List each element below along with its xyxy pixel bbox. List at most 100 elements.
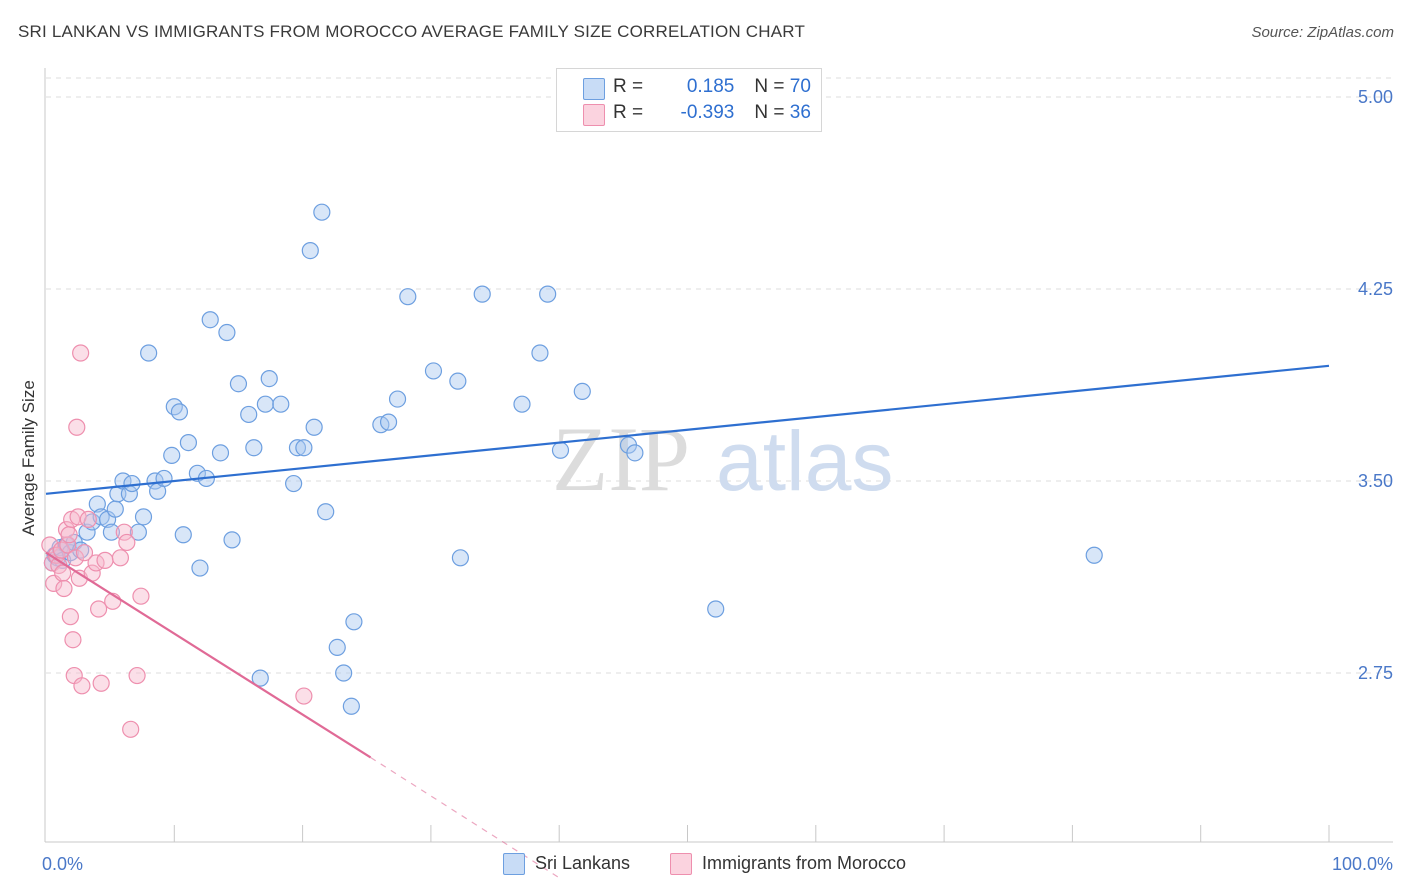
x-tick-label-max: 100.0% [1332,854,1393,874]
watermark: ZIP atlas [552,408,893,510]
data-point [313,203,331,221]
data-point [531,344,549,362]
data-point [102,523,121,541]
data-point [132,587,150,605]
data-point [64,631,82,649]
data-point [201,311,219,329]
data-point [551,441,570,459]
data-point [75,544,94,562]
data-point [707,600,725,618]
data-point [342,697,360,715]
watermark-zip: ZIP [552,408,690,510]
data-point [165,398,183,416]
data-point [379,413,398,431]
data-point [122,720,140,738]
data-point [61,608,79,626]
data-point [78,523,96,541]
data-point [88,495,106,513]
swatch-sri-lankans [583,78,605,100]
data-point [424,362,443,380]
chart-title: SRI LANKAN VS IMMIGRANTS FROM MOROCCO AV… [18,22,806,41]
swatch-morocco [583,104,605,126]
data-point [170,403,189,421]
data-point [305,418,323,436]
data-point [115,523,133,541]
n-value: 70 [789,76,811,97]
data-point [118,533,136,552]
data-point [251,669,269,687]
data-point [301,242,319,260]
data-point [155,469,173,488]
y-tick-label: 3.50 [1358,471,1393,491]
data-point [240,405,258,424]
data-point [129,523,147,541]
data-point [1085,546,1103,564]
data-point [211,444,230,462]
data-point [449,372,467,390]
watermark-atlas: atlas [716,414,893,508]
data-point [229,375,248,393]
axes [44,68,1393,843]
trend-line-sri-lankans [45,364,1330,495]
data-point [66,549,85,567]
n-label: N = [754,76,790,97]
n-value: 36 [789,102,811,123]
legend-label-sri-lankans: Sri Lankans [535,853,631,873]
data-point [60,526,78,544]
data-point [174,526,192,544]
legend-swatch-morocco [670,853,692,875]
data-point [96,551,114,569]
r-value: -0.393 [680,102,735,123]
gridlines [46,77,1393,674]
series-morocco [41,344,313,738]
data-point [72,344,90,362]
data-point [92,674,110,692]
data-point [573,382,591,400]
data-point [539,285,557,303]
data-point [295,439,313,457]
y-tick-labels: 2.75 3.50 4.25 5.00 [1358,87,1393,683]
data-point [513,395,531,413]
data-point [295,687,313,705]
data-point [163,446,181,464]
data-point [55,579,73,598]
r-label: R = [613,102,649,123]
data-point [245,439,263,457]
data-point [626,444,644,462]
trend-line-morocco-extension [370,756,560,879]
data-point [218,323,236,342]
y-tick-label: 2.75 [1358,663,1393,683]
trend-lines [45,364,1330,879]
data-point [128,666,146,685]
data-point [345,613,363,631]
data-point [134,508,153,526]
data-point [191,559,209,577]
y-tick-label: 4.25 [1358,279,1393,299]
data-point [68,418,86,436]
r-value: 0.185 [686,76,735,97]
data-point [79,510,97,529]
data-point [451,549,470,567]
x-tick-label-min: 0.0% [42,854,83,874]
legend-label-morocco: Immigrants from Morocco [702,853,907,873]
data-point [285,474,303,493]
data-point [473,285,491,303]
data-point [111,549,130,567]
data-point [317,503,335,521]
data-point [73,677,91,695]
r-label: R = [613,76,649,97]
data-point [288,439,307,457]
trend-line-morocco [45,551,372,759]
data-point [223,531,241,549]
data-point [399,288,417,306]
data-point [335,664,353,682]
stats-legend: R = 0.185 N = 70 R = -0.393 N = 36 [556,68,822,132]
data-point [272,395,290,413]
source-label: Source: ZipAtlas.com [1251,24,1394,41]
data-point [179,434,198,452]
legend-swatch-sri-lankans [503,853,525,875]
data-point [90,600,108,618]
data-point [69,508,87,526]
data-point [388,390,407,408]
